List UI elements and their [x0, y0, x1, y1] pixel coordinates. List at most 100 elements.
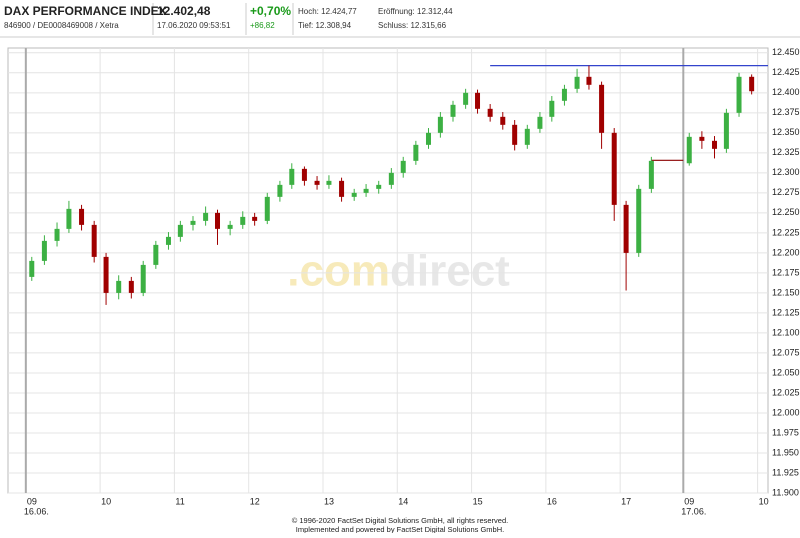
candle-body — [140, 264, 146, 293]
candle-body — [599, 84, 605, 133]
y-tick-label: 12.350 — [772, 127, 800, 137]
candle-body — [165, 236, 171, 245]
candle-body — [574, 76, 580, 89]
instrument-id: 846900 / DE0008469008 / Xetra — [4, 21, 119, 30]
candle-body — [586, 76, 592, 85]
x-tick-label: 14 — [398, 496, 408, 506]
y-tick-label: 11.925 — [772, 467, 799, 477]
candle-body — [376, 184, 382, 189]
candle-body — [400, 160, 406, 173]
candle-body — [227, 224, 233, 229]
x-tick-label: 17 — [621, 496, 631, 506]
candle-body — [66, 208, 72, 229]
candle-body — [301, 168, 307, 181]
candle-body — [425, 132, 431, 145]
candle-body — [623, 204, 629, 253]
candle-body — [29, 260, 35, 277]
candle-body — [611, 132, 617, 205]
candle-body — [686, 136, 692, 164]
candle-body — [215, 212, 221, 229]
y-tick-label: 12.025 — [772, 387, 800, 397]
candle-body — [712, 140, 718, 149]
y-tick-label: 11.900 — [772, 487, 799, 497]
x-tick-label: 12 — [250, 496, 260, 506]
candle-body — [41, 240, 47, 261]
y-tick-label: 12.425 — [772, 67, 800, 77]
y-tick-label: 12.250 — [772, 207, 800, 217]
candle-body — [437, 116, 443, 133]
y-tick-label: 12.400 — [772, 87, 800, 97]
candle-body — [723, 112, 729, 149]
candle-body — [388, 172, 394, 185]
x-tick-label: 15 — [473, 496, 483, 506]
header: DAX PERFORMANCE INDEX 846900 / DE0008469… — [0, 3, 800, 38]
x-date-label: 16.06. — [24, 506, 49, 516]
timestamp: 17.06.2020 09:53:51 — [157, 21, 231, 30]
candle-body — [190, 220, 196, 225]
candle-body — [648, 160, 654, 189]
candle-body — [500, 116, 506, 125]
y-tick-label: 12.050 — [772, 367, 800, 377]
change-absolute: +86,82 — [250, 21, 275, 30]
x-tick-label: 09 — [684, 496, 694, 506]
y-tick-label: 11.975 — [772, 427, 799, 437]
y-tick-label: 12.275 — [772, 187, 800, 197]
candle-body — [79, 208, 85, 225]
x-tick-label: 10 — [759, 496, 769, 506]
candle-body — [277, 184, 283, 197]
candle-body — [549, 100, 555, 117]
candle-body — [636, 188, 642, 253]
open: Eröffnung: 12.312,44 — [378, 7, 453, 16]
y-tick-label: 12.450 — [772, 47, 800, 57]
candle-body — [314, 180, 320, 185]
x-tick-label: 10 — [101, 496, 111, 506]
footer: © 1996-2020 FactSet Digital Solutions Gm… — [292, 516, 508, 525]
y-tick-label: 12.000 — [772, 407, 800, 417]
y-tick-label: 12.300 — [772, 167, 800, 177]
y-tick-label: 12.075 — [772, 347, 800, 357]
y-tick-label: 12.175 — [772, 267, 800, 277]
candle-body — [240, 216, 246, 225]
candle-body — [326, 180, 332, 185]
price: 12.402,48 — [157, 4, 211, 18]
candle-body — [177, 224, 183, 237]
change-percent: +0,70% — [250, 4, 291, 18]
candle-body — [475, 92, 481, 109]
x-date-label: 17.06. — [681, 506, 706, 516]
x-tick-label: 13 — [324, 496, 334, 506]
candle-body — [264, 196, 270, 221]
candle-body — [561, 88, 567, 101]
x-tick-label: 09 — [27, 496, 37, 506]
y-tick-label: 12.125 — [772, 307, 800, 317]
x-tick-label: 11 — [175, 496, 184, 506]
candle-body — [736, 76, 742, 113]
watermark: .com — [287, 247, 390, 296]
candle-body — [450, 104, 456, 117]
candle-body — [524, 128, 530, 145]
candle-body — [153, 244, 159, 265]
candle-body — [512, 124, 518, 145]
candle-body — [103, 256, 109, 293]
candle-body — [128, 280, 134, 293]
y-tick-label: 12.200 — [772, 247, 800, 257]
y-tick-label: 12.100 — [772, 327, 800, 337]
y-tick-label: 12.375 — [772, 107, 800, 117]
candle-body — [351, 192, 357, 197]
footer: Implemented and powered by FactSet Digit… — [296, 525, 504, 533]
candle-body — [487, 108, 493, 117]
candle-body — [339, 180, 345, 197]
close: Schluss: 12.315,66 — [378, 21, 447, 30]
candle-body — [463, 92, 469, 105]
instrument-name: DAX PERFORMANCE INDEX — [4, 4, 167, 18]
candle-body — [749, 76, 755, 92]
x-tick-label: 16 — [547, 496, 557, 506]
y-tick-label: 12.150 — [772, 287, 800, 297]
low: Tief: 12.308,94 — [298, 21, 352, 30]
candle-body — [699, 136, 705, 141]
candle-body — [91, 224, 97, 257]
y-tick-label: 12.225 — [772, 227, 800, 237]
high: Hoch: 12.424,77 — [298, 7, 357, 16]
candle-body — [252, 216, 258, 221]
watermark: direct — [390, 247, 510, 296]
candle-body — [203, 212, 209, 221]
